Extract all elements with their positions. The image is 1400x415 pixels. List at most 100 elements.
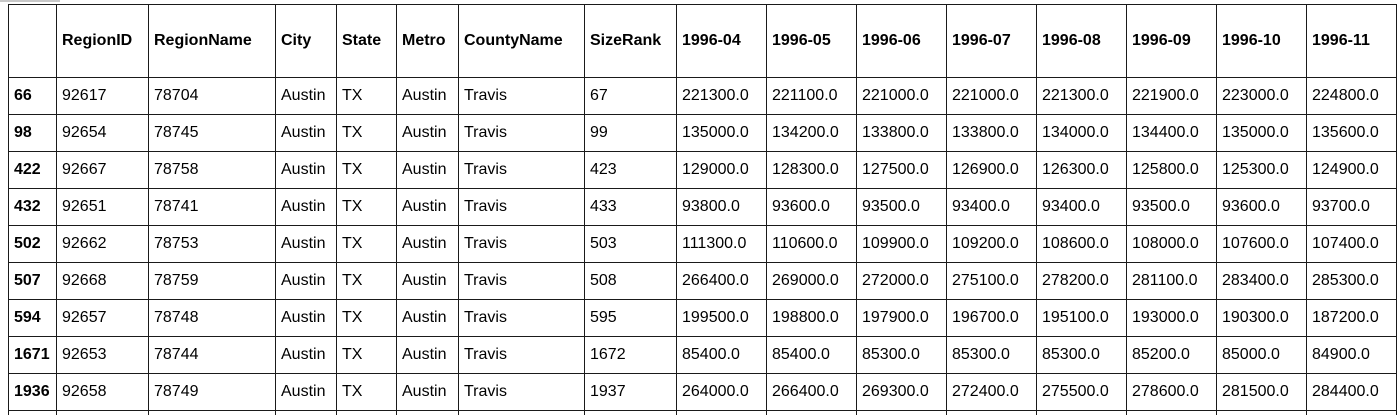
table-cell: 135000.0	[676, 114, 767, 152]
table-row: 98 92654 78745 Austin TX Austin Travis 99 135000…	[8, 114, 1397, 152]
table-cell: 278600.0	[1126, 373, 1217, 411]
table-cell: 134400.0	[1126, 114, 1217, 152]
table-cell: 78745	[148, 114, 276, 152]
table-cell: Austin	[396, 151, 459, 189]
table-cell: 423	[584, 151, 677, 189]
table-cell: Austin	[396, 262, 459, 300]
table-cell: Austin	[396, 188, 459, 226]
table-cell: 221000.0	[946, 77, 1037, 115]
table-cell: 129000.0	[676, 151, 767, 189]
row-index: 1671	[8, 336, 57, 374]
table-cell-empty	[396, 410, 459, 415]
table-cell: 283400.0	[1216, 262, 1307, 300]
table-cell: 93700.0	[1306, 188, 1397, 226]
table-cell: 93800.0	[676, 188, 767, 226]
column-header: 1996-05	[766, 4, 857, 78]
table-cell: TX	[336, 114, 397, 152]
table-cell: 224800.0	[1306, 77, 1397, 115]
column-header: 1996-06	[856, 4, 947, 78]
table-cell: 269300.0	[856, 373, 947, 411]
table-cell-empty	[766, 410, 857, 415]
table-cell: 78749	[148, 373, 276, 411]
table-cell-empty	[1306, 410, 1397, 415]
table-cell-empty	[856, 410, 947, 415]
row-index: 422	[8, 151, 57, 189]
table-cell: Travis	[458, 151, 585, 189]
header-row: RegionID RegionName City State Metro CountyNa…	[8, 4, 1397, 78]
table-cell: 133800.0	[946, 114, 1037, 152]
table-cell: 134000.0	[1036, 114, 1127, 152]
table-cell: Austin	[396, 225, 459, 263]
column-header: 1996-08	[1036, 4, 1127, 78]
table-cell: 85300.0	[946, 336, 1037, 374]
table-cell: 67	[584, 77, 677, 115]
table-cell: 93500.0	[1126, 188, 1217, 226]
table-cell: 133800.0	[856, 114, 947, 152]
table-cell: 78759	[148, 262, 276, 300]
table-cell: TX	[336, 77, 397, 115]
table-row: 502 92662 78753 Austin TX Austin Travis 503 1113…	[8, 225, 1397, 263]
table-cell: 109200.0	[946, 225, 1037, 263]
table-cell: 221000.0	[856, 77, 947, 115]
table-cell: 78758	[148, 151, 276, 189]
table-cell: 221900.0	[1126, 77, 1217, 115]
table-cell-empty	[1216, 410, 1307, 415]
column-header: CountyName	[458, 4, 585, 78]
table-cell: 197900.0	[856, 299, 947, 337]
table-row: 507 92668 78759 Austin TX Austin Travis 508 2664…	[8, 262, 1397, 300]
table-cell: 199500.0	[676, 299, 767, 337]
table-cell: Austin	[275, 336, 337, 374]
table-cell: 108000.0	[1126, 225, 1217, 263]
table-cell: 127500.0	[856, 151, 947, 189]
table-cell: 196700.0	[946, 299, 1037, 337]
table-cell: Travis	[458, 299, 585, 337]
table-cell: 78748	[148, 299, 276, 337]
table-cell: 503	[584, 225, 677, 263]
table-cell: 92662	[56, 225, 149, 263]
table-cell-empty	[1126, 410, 1217, 415]
table-cell: 134200.0	[766, 114, 857, 152]
table-cell: Austin	[275, 151, 337, 189]
table-cell: 92651	[56, 188, 149, 226]
row-index: 502	[8, 225, 57, 263]
table-cell: 93400.0	[1036, 188, 1127, 226]
table-cell: 281500.0	[1216, 373, 1307, 411]
table-cell: 284400.0	[1306, 373, 1397, 411]
table-cell: 93400.0	[946, 188, 1037, 226]
column-header: Metro	[396, 4, 459, 78]
table-cell: Travis	[458, 262, 585, 300]
table-cell: Austin	[275, 373, 337, 411]
column-header: 1996-04	[676, 4, 767, 78]
table-cell: Austin	[396, 336, 459, 374]
table-cell: 221300.0	[1036, 77, 1127, 115]
table-cell: TX	[336, 262, 397, 300]
table-row-partial	[8, 410, 1397, 415]
table-cell: Austin	[275, 188, 337, 226]
table-cell: 595	[584, 299, 677, 337]
table-cell: Austin	[275, 114, 337, 152]
table-cell: 198800.0	[766, 299, 857, 337]
table-cell: 85300.0	[1036, 336, 1127, 374]
table-cell: 1937	[584, 373, 677, 411]
table-cell: Austin	[396, 299, 459, 337]
table-cell: 433	[584, 188, 677, 226]
column-header: SizeRank	[584, 4, 677, 78]
table-cell: 85300.0	[856, 336, 947, 374]
table-cell: Travis	[458, 114, 585, 152]
table-cell: Austin	[396, 77, 459, 115]
table-cell: 92667	[56, 151, 149, 189]
column-header: 1996-09	[1126, 4, 1217, 78]
table-cell: 99	[584, 114, 677, 152]
table-cell: Travis	[458, 188, 585, 226]
table-cell-empty	[946, 410, 1037, 415]
table-cell: Austin	[275, 262, 337, 300]
table-cell: 125300.0	[1216, 151, 1307, 189]
table-cell: 125800.0	[1126, 151, 1217, 189]
column-header: 1996-10	[1216, 4, 1307, 78]
table-cell: 1672	[584, 336, 677, 374]
row-index: 594	[8, 299, 57, 337]
table-cell: 193000.0	[1126, 299, 1217, 337]
table-cell: Austin	[275, 77, 337, 115]
row-index: 66	[8, 77, 57, 115]
